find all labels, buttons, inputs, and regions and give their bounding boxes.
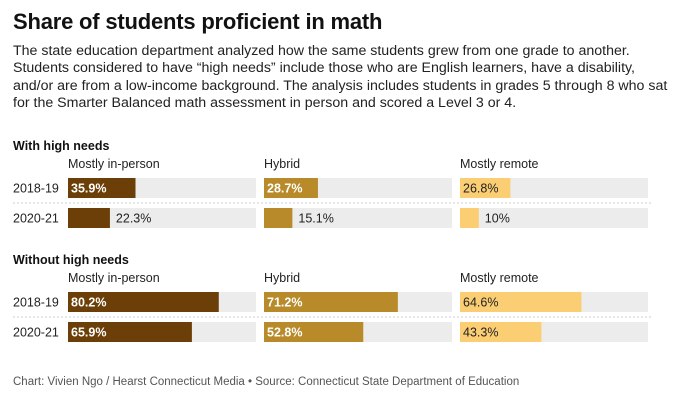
row-label-year: 2018-19 bbox=[13, 296, 59, 310]
bar-value-label: 26.8% bbox=[463, 182, 498, 196]
bar-track bbox=[68, 208, 256, 228]
bar bbox=[460, 322, 542, 342]
group-label: With high needs bbox=[13, 139, 109, 153]
bar-value-label: 80.2% bbox=[71, 296, 106, 310]
column-header: Mostly remote bbox=[460, 271, 539, 285]
bar-value-label: 35.9% bbox=[71, 182, 106, 196]
bar bbox=[68, 292, 219, 312]
bar-value-label: 52.8% bbox=[267, 326, 302, 340]
bar bbox=[68, 178, 136, 198]
bar-track bbox=[264, 208, 452, 228]
row-label-year: 2020-21 bbox=[13, 212, 59, 226]
bar-value-label: 22.3% bbox=[116, 212, 151, 226]
column-header: Hybrid bbox=[264, 271, 300, 285]
column-header: Mostly remote bbox=[460, 157, 539, 171]
bar bbox=[264, 322, 364, 342]
chart-subtitle: The state education department analyzed … bbox=[13, 43, 668, 112]
bar-value-label: 28.7% bbox=[267, 182, 302, 196]
bar-track bbox=[460, 208, 648, 228]
bar-value-label: 64.6% bbox=[463, 296, 498, 310]
bar-value-label: 71.2% bbox=[267, 296, 302, 310]
chart-title: Share of students proficient in math bbox=[13, 9, 383, 34]
row-label-year: 2018-19 bbox=[13, 182, 59, 196]
bar-value-label: 65.9% bbox=[71, 326, 106, 340]
bar bbox=[264, 292, 398, 312]
bar-value-label: 43.3% bbox=[463, 326, 498, 340]
bar bbox=[68, 322, 192, 342]
row-label-year: 2020-21 bbox=[13, 326, 59, 340]
column-header: Hybrid bbox=[264, 157, 300, 171]
group-label: Without high needs bbox=[13, 253, 129, 267]
bar-value-label: 15.1% bbox=[298, 212, 333, 226]
bar bbox=[460, 292, 582, 312]
bar-value-label: 10% bbox=[485, 212, 510, 226]
bar bbox=[68, 208, 110, 228]
column-header: Mostly in-person bbox=[68, 271, 160, 285]
chart-source: Chart: Vivien Ngo / Hearst Connecticut M… bbox=[13, 376, 520, 388]
column-header: Mostly in-person bbox=[68, 157, 160, 171]
bar bbox=[264, 208, 293, 228]
bar bbox=[264, 178, 318, 198]
bar bbox=[460, 178, 511, 198]
bar bbox=[460, 208, 479, 228]
